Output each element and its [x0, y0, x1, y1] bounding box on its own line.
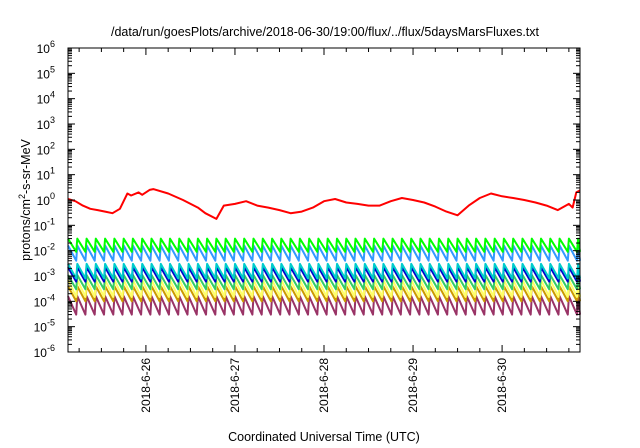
y-tick-label: 10-3 [34, 267, 55, 284]
x-tick-labels: 2018-6-26 2018-6-27 2018-6-28 2018-6-29 2018… [139, 358, 509, 413]
y-tick-exp: 1 [50, 166, 55, 176]
y-tick-label: 106 [37, 39, 55, 56]
x-tick-label: 2018-6-29 [406, 358, 420, 413]
series-line [67, 262, 581, 280]
y-tick-exp: 6 [50, 39, 55, 49]
x-axis-label: Coordinated Universal Time (UTC) [228, 430, 420, 444]
y-axis-label-main: protons/cm [19, 199, 33, 261]
y-tick-exp: 2 [50, 140, 55, 150]
y-tick-exp: -3 [47, 267, 55, 277]
y-tick-exp: 0 [50, 191, 55, 201]
y-tick-exp: -4 [47, 292, 55, 302]
y-tick-base: 10 [34, 295, 48, 309]
y-tick-base: 10 [37, 93, 51, 107]
y-tick-base: 10 [37, 67, 51, 81]
y-tick-exp: 4 [50, 90, 55, 100]
y-tick-exp: -1 [47, 216, 55, 226]
series-line [67, 295, 581, 316]
y-tick-base: 10 [34, 219, 48, 233]
series-line [67, 188, 581, 220]
y-tick-label: 10-4 [34, 292, 55, 309]
y-tick-label: 10-5 [34, 318, 55, 335]
y-tick-exp: 5 [50, 64, 55, 74]
x-tick-label: 2018-6-30 [495, 358, 509, 413]
series-line [67, 237, 581, 253]
y-tick-exp: -5 [47, 318, 55, 328]
y-tick-label: 103 [37, 115, 55, 132]
y-tick-base: 10 [34, 245, 48, 259]
series-line [67, 244, 581, 262]
y-tick-label: 10-6 [34, 343, 55, 360]
x-tick-label: 2018-6-28 [317, 358, 331, 413]
y-tick-label: 10-2 [34, 242, 55, 259]
y-tick-label: 101 [37, 166, 55, 183]
y-tick-exp: -6 [47, 343, 55, 353]
y-tick-label: 10-1 [34, 216, 55, 233]
series-layer [67, 188, 581, 316]
y-tick-label: 105 [37, 64, 55, 81]
y-axis-label-sup: 2 [17, 194, 27, 199]
y-tick-base: 10 [37, 42, 51, 56]
y-tick-base: 10 [37, 118, 51, 132]
y-tick-label: 102 [37, 140, 55, 157]
y-tick-label: 104 [37, 90, 55, 107]
plot-frame [67, 47, 581, 353]
chart-title: /data/run/goesPlots/archive/2018-06-30/1… [111, 25, 540, 39]
y-tick-base: 10 [34, 321, 48, 335]
y-axis-label: protons/cm2-s-sr-MeV [17, 138, 33, 260]
y-axis-label-rest: -s-sr-MeV [19, 138, 33, 194]
y-tick-labels: 10-610-510-410-310-210-11001011021031041… [34, 39, 55, 360]
x-tick-label: 2018-6-26 [139, 358, 153, 413]
y-tick-base: 10 [34, 346, 48, 360]
y-tick-base: 10 [37, 194, 51, 208]
y-tick-base: 10 [34, 270, 48, 284]
y-tick-exp: 3 [50, 115, 55, 125]
y-tick-base: 10 [37, 143, 51, 157]
x-tick-label: 2018-6-27 [228, 358, 242, 413]
y-tick-exp: -2 [47, 242, 55, 252]
y-tick-label: 100 [37, 191, 55, 208]
y-tick-base: 10 [37, 169, 51, 183]
